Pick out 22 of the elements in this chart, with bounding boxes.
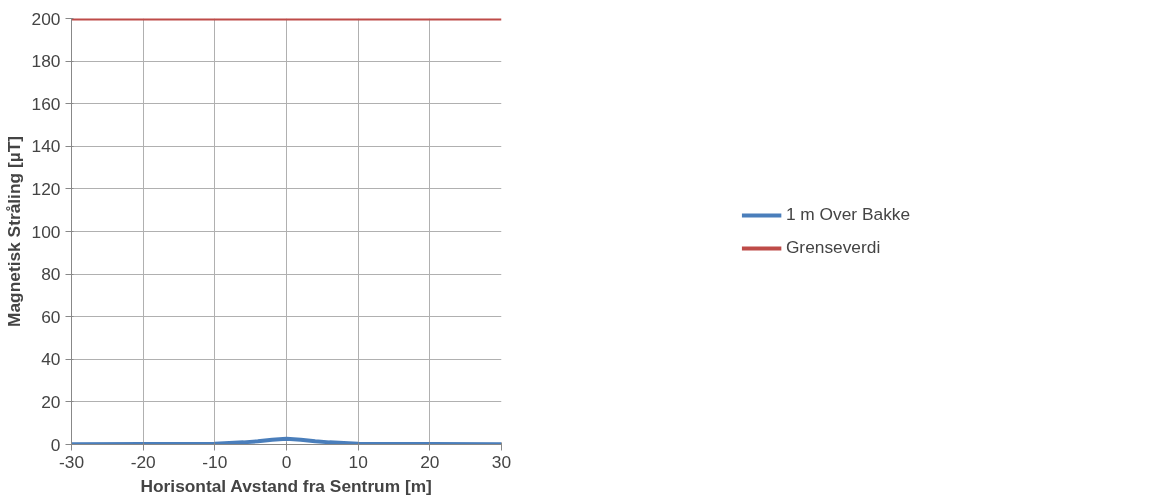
y-tick-label: 0	[50, 434, 61, 455]
x-tick-label: -30	[58, 451, 85, 472]
y-tick-label: 140	[31, 136, 61, 157]
legend-label: Grenseverdi	[785, 237, 881, 258]
x-tick-label: 10	[348, 451, 368, 472]
y-tick-label: 160	[31, 93, 61, 114]
y-tick-label: 120	[31, 178, 61, 199]
legend-label: 1 m Over Bakke	[785, 204, 911, 225]
y-tick-label: 80	[41, 264, 61, 285]
y-tick-label: 100	[31, 221, 61, 242]
y-tick-label: 40	[41, 349, 61, 370]
y-tick-label: 20	[41, 391, 61, 412]
x-tick-label: -10	[202, 451, 228, 472]
y-tick-label: 60	[41, 306, 61, 327]
y-tick-label: 180	[31, 51, 61, 72]
y-tick-label: 200	[31, 8, 61, 29]
x-axis-title: Horisontal Avstand fra Sentrum [m]	[140, 475, 432, 496]
x-tick-label: -20	[130, 451, 156, 472]
x-tick-label: 30	[491, 451, 512, 472]
x-tick-label: 0	[281, 451, 292, 472]
x-tick-label: 20	[420, 451, 440, 472]
y-axis-title: Magnetisk Stråling [µT]	[3, 136, 24, 327]
